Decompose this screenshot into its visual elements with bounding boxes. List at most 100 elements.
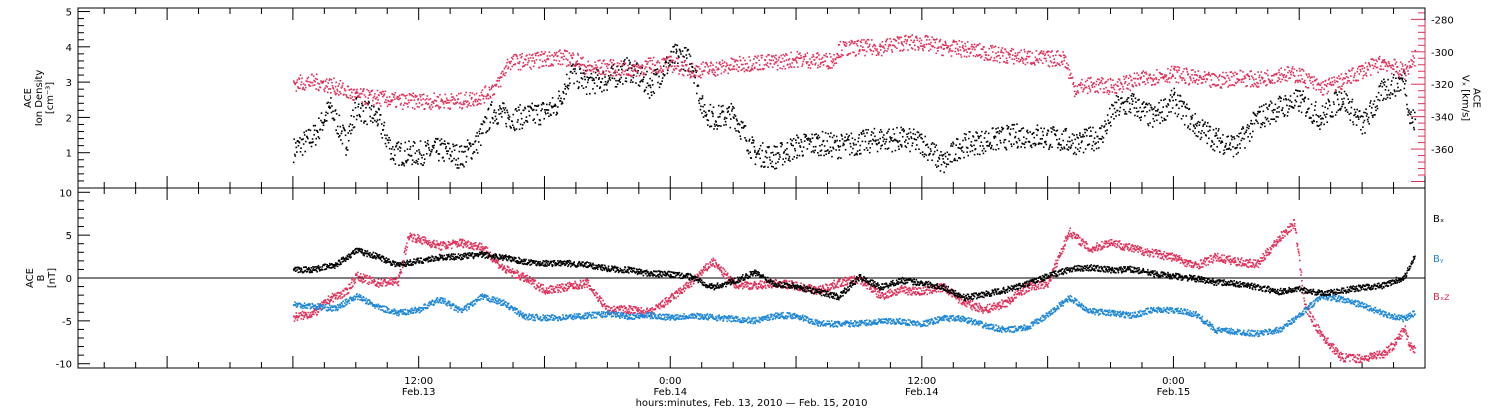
data-point [838, 55, 840, 57]
data-point [465, 161, 467, 163]
data-point [919, 38, 921, 40]
data-point [503, 107, 505, 109]
data-point [1107, 114, 1109, 116]
data-point [1110, 125, 1112, 127]
data-point [1102, 83, 1104, 85]
data-point [338, 115, 340, 117]
data-point [326, 120, 328, 122]
data-point [940, 39, 942, 41]
data-point [699, 98, 701, 100]
data-point [903, 49, 905, 51]
data-point [529, 54, 531, 56]
data-point [700, 77, 702, 79]
data-point [323, 302, 325, 304]
data-point [612, 68, 614, 70]
data-point [1207, 122, 1209, 124]
data-point [1300, 81, 1302, 83]
data-point [1363, 112, 1365, 114]
data-point [1225, 82, 1227, 84]
data-point [1037, 130, 1039, 132]
data-point [1009, 56, 1011, 58]
data-point [596, 66, 598, 68]
data-point [437, 138, 439, 140]
data-point [1380, 68, 1382, 70]
data-point [838, 157, 840, 159]
data-point [1072, 143, 1074, 145]
data-point [466, 106, 468, 108]
data-point [886, 139, 888, 141]
data-point [1015, 136, 1017, 138]
data-point [790, 52, 792, 54]
data-point [767, 62, 769, 64]
data-point [1007, 62, 1009, 64]
data-point [495, 112, 497, 114]
data-point [1334, 80, 1336, 82]
data-point [732, 108, 734, 110]
data-point [1094, 86, 1096, 88]
data-point [1265, 80, 1267, 82]
data-point [1170, 94, 1172, 96]
x-tick-date: Feb.15 [1157, 387, 1191, 398]
data-point [572, 52, 574, 54]
data-point [1016, 57, 1018, 59]
data-point [1206, 125, 1208, 127]
data-point [651, 80, 653, 82]
data-point [497, 122, 499, 124]
data-point [962, 146, 964, 148]
data-point [350, 97, 352, 99]
data-point [936, 38, 938, 40]
data-point [830, 132, 832, 134]
data-point [718, 105, 720, 107]
data-point [1170, 69, 1172, 71]
data-point [693, 82, 695, 84]
data-point [823, 55, 825, 57]
data-point [598, 73, 600, 75]
data-point [493, 111, 495, 113]
data-point [1177, 95, 1179, 97]
data-point [698, 66, 700, 68]
data-point [787, 154, 789, 156]
data-point [711, 126, 713, 128]
data-point [789, 58, 791, 60]
data-point [379, 103, 381, 105]
data-point [1339, 91, 1341, 93]
data-point [1252, 123, 1254, 125]
data-point [300, 318, 302, 320]
data-point [1232, 136, 1234, 138]
data-point [1243, 81, 1245, 83]
data-point [906, 133, 908, 135]
data-point [368, 277, 370, 279]
data-point [919, 41, 921, 43]
data-point [991, 57, 993, 59]
data-point [733, 65, 735, 67]
data-point [318, 90, 320, 92]
data-point [298, 145, 300, 147]
data-point [948, 46, 950, 48]
data-point [418, 106, 420, 108]
data-point [348, 292, 350, 294]
data-point [504, 109, 506, 111]
data-point [673, 51, 675, 53]
data-point [1203, 132, 1205, 134]
data-point [559, 49, 561, 51]
data-point [614, 63, 616, 65]
data-point [430, 109, 432, 111]
data-point [1343, 98, 1345, 100]
data-point [974, 49, 976, 51]
data-point [1161, 74, 1163, 76]
data-point [647, 61, 649, 63]
data-point [1123, 88, 1125, 90]
data-point [822, 61, 824, 63]
data-point [448, 107, 450, 109]
data-point [823, 155, 825, 157]
data-point [1324, 84, 1326, 86]
data-point [746, 140, 748, 142]
data-point [373, 118, 375, 120]
data-point [1326, 113, 1328, 115]
data-point [549, 104, 551, 106]
data-point [637, 71, 639, 73]
data-point [1222, 84, 1224, 86]
data-point [1006, 125, 1008, 127]
data-point [441, 143, 443, 145]
data-point [1217, 137, 1219, 139]
